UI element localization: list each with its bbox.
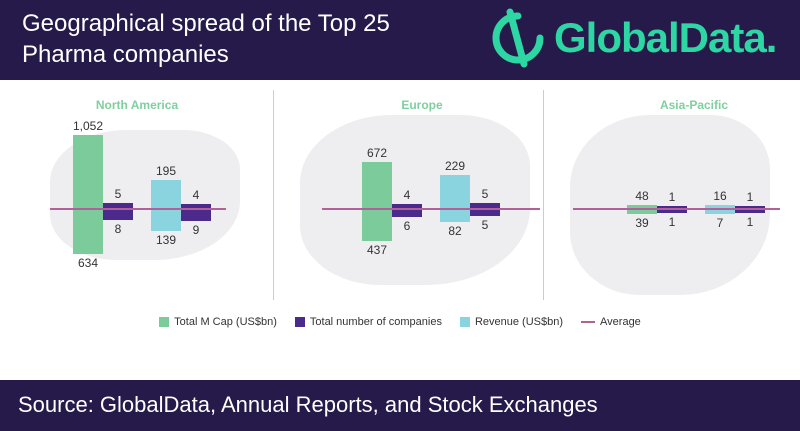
data-label: 1,052 [72,119,104,134]
data-label: 139 [155,232,177,247]
data-label: 39 [635,216,649,230]
data-label: 634 [77,256,99,271]
data-label: 1 [746,215,754,229]
bar-above [181,204,211,209]
data-label: 195 [155,163,177,178]
bar-below [470,210,500,216]
average-line [322,208,540,210]
bar-above [103,203,133,209]
bar-above [151,179,181,209]
bar-above [705,205,735,209]
divider [273,90,274,300]
bar-above [627,205,657,209]
data-label: 1 [746,190,754,204]
data-label: 4 [403,188,411,203]
average-line [50,208,226,210]
region-title-europe: Europe [401,98,443,112]
data-label: 1 [668,190,676,204]
region-title-asia-pacific: Asia-Pacific [659,98,729,112]
bar-above [440,174,470,209]
data-label: 9 [192,222,200,237]
bar-above [735,206,765,209]
legend-item-mcap: Total M Cap (US$bn) [159,316,277,328]
bar-above [392,204,422,209]
data-label: 8 [114,221,122,236]
legend-item-revenue: Revenue (US$bn) [459,316,563,328]
europe-map [300,115,530,285]
source-text: Source: GlobalData, Annual Reports, and … [18,392,598,417]
header: Geographical spread of the Top 25 Pharma… [0,0,800,80]
asia-pacific-map [570,115,770,295]
data-label: 437 [366,242,388,257]
data-label: 1 [668,215,676,229]
data-label: 6 [403,219,411,234]
globaldata-logo: GlobalData. [490,6,777,70]
bar-below [627,210,657,214]
bar-below [392,210,422,218]
bar-above [470,203,500,209]
divider [543,90,544,300]
bar-above [362,161,392,209]
bar-below [440,210,470,223]
data-label: 16 [713,189,727,203]
average-line [573,208,780,210]
data-label: 5 [481,218,489,232]
data-label: 5 [481,187,489,201]
data-label: 4 [192,188,200,203]
bar-below [181,210,211,221]
page-title: Geographical spread of the Top 25 Pharma… [22,10,390,68]
data-label: 82 [448,224,462,239]
data-label: 229 [444,158,466,173]
bar-above [657,206,687,209]
bar-below [103,210,133,220]
bar-above [73,135,103,209]
data-label: 7 [716,216,724,230]
bar-below [151,210,181,231]
bar-below [657,210,687,213]
region-title-north-america: North America [95,98,179,112]
data-label: 672 [366,145,388,160]
bar-below [362,210,392,241]
data-label: 48 [635,189,649,203]
bar-below [73,210,103,255]
legend-item-companies: Total number of companies [294,316,442,328]
data-label: 5 [114,187,122,201]
bar-below [735,210,765,213]
bar-below [705,210,735,214]
legend-item-average: Average [581,316,641,328]
footer: Source: GlobalData, Annual Reports, and … [0,380,800,431]
legend: Total M Cap (US$bn) Total number of comp… [0,316,800,328]
logo-icon [492,8,544,68]
